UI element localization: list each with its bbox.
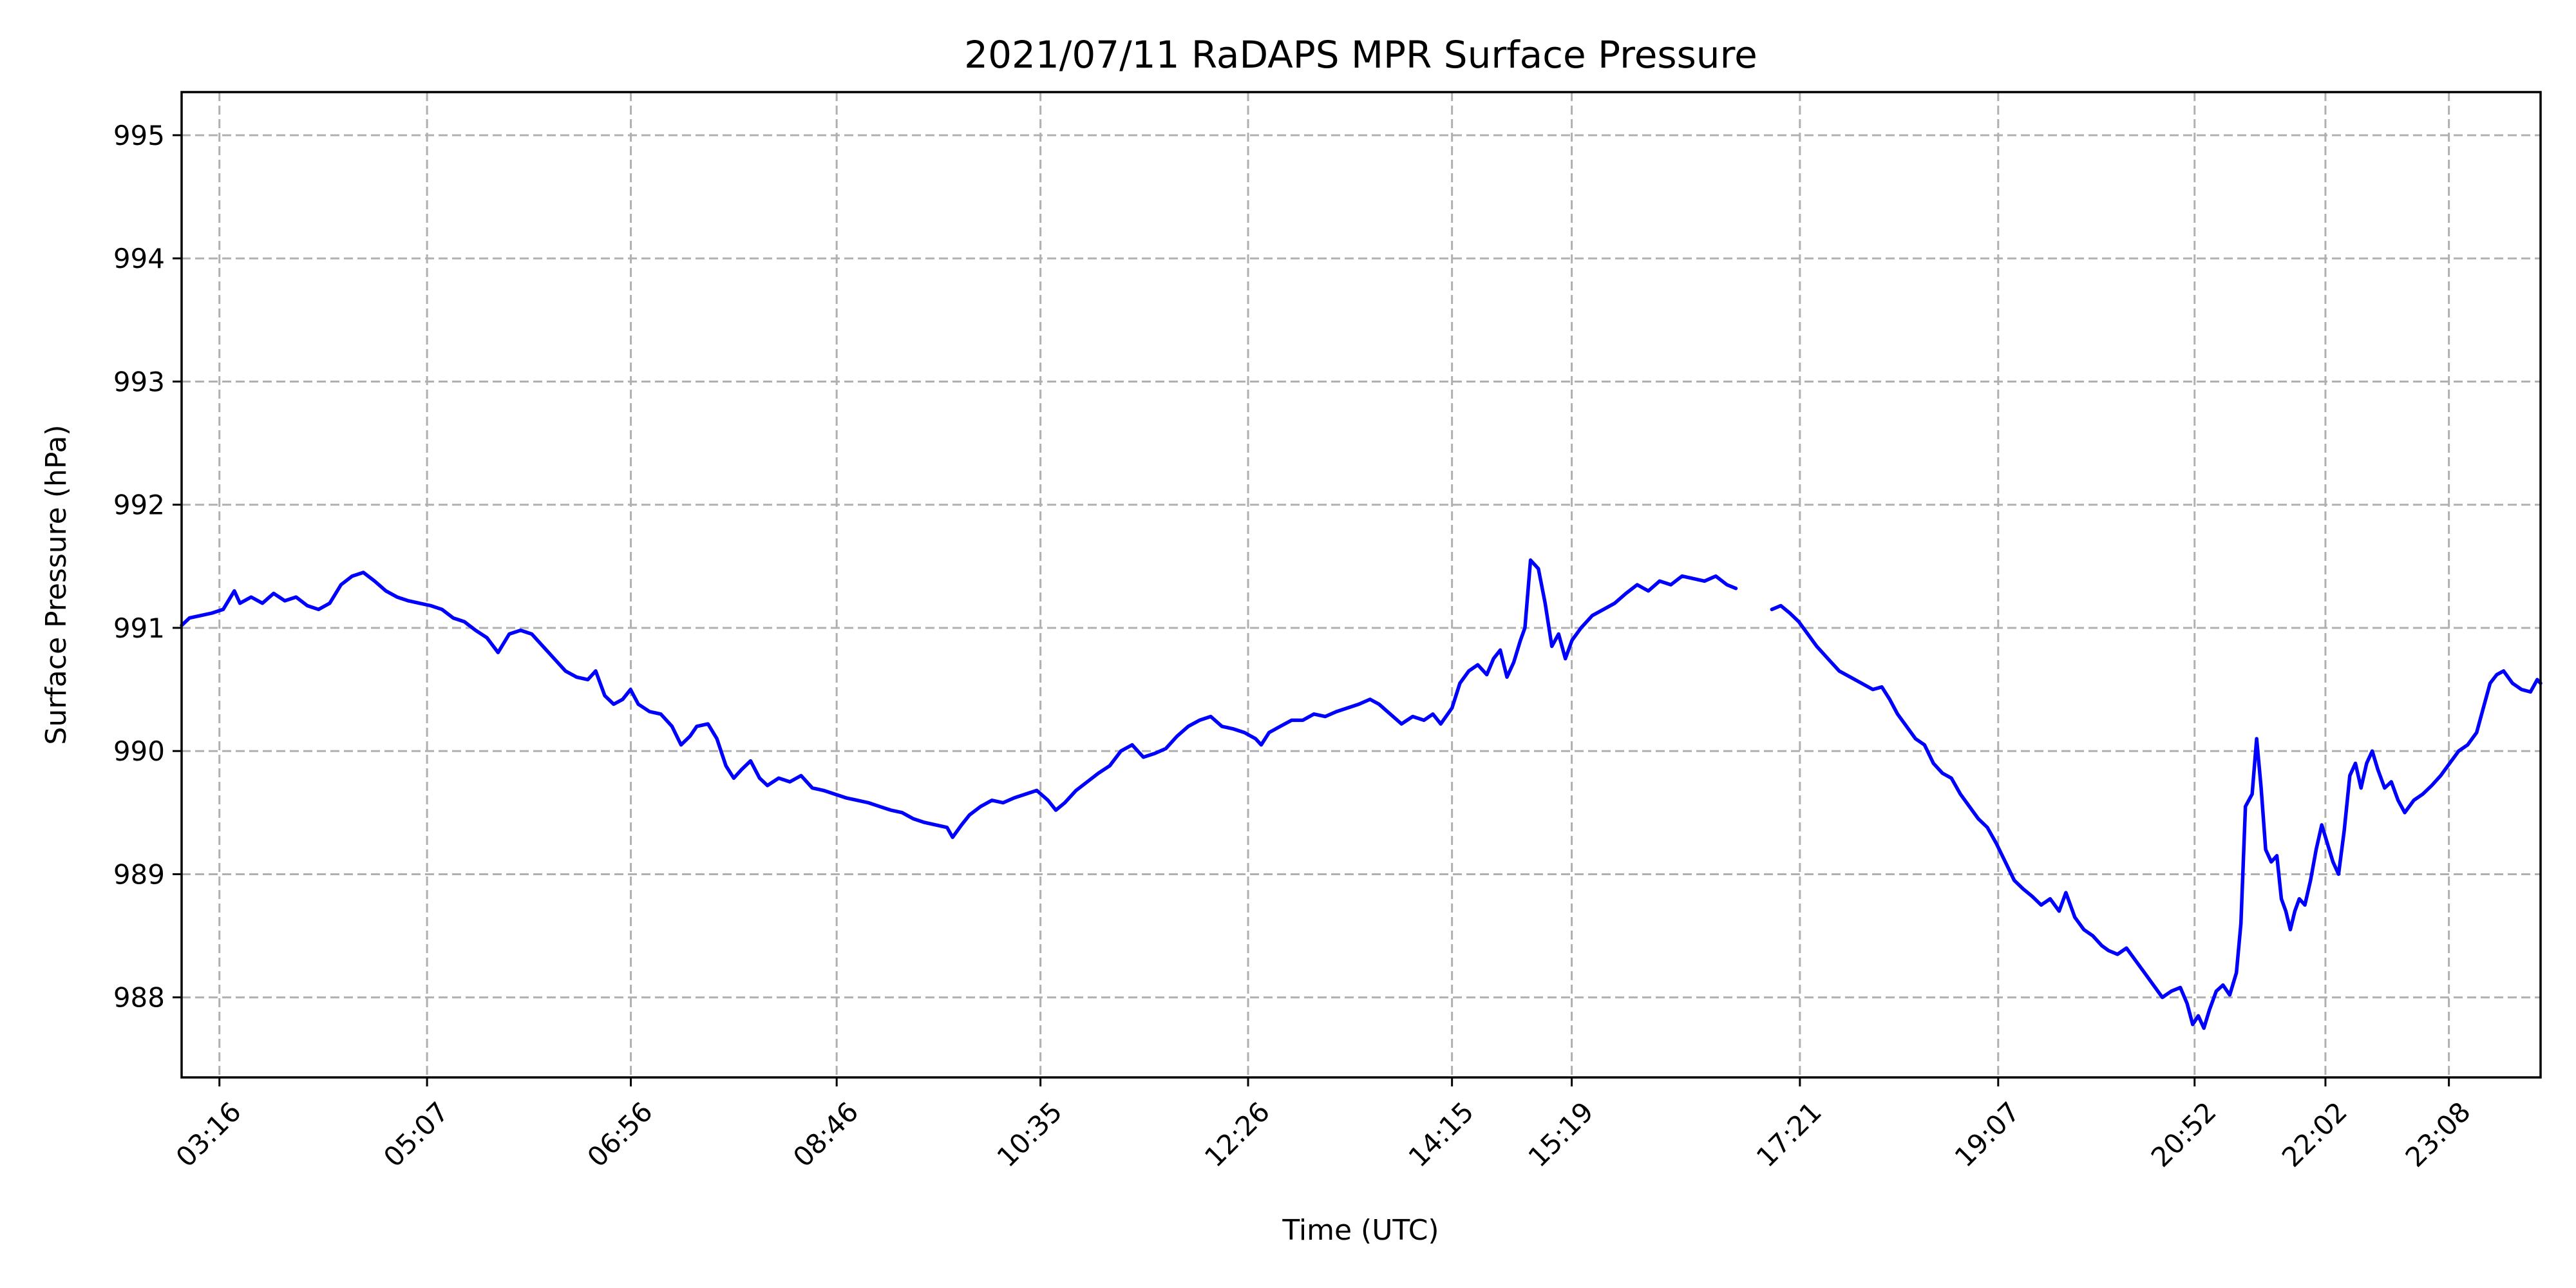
series-layer (180, 558, 2543, 1030)
pressure-line-segment (180, 558, 1738, 839)
y-tick-label: 995 (113, 120, 165, 151)
y-tick-label: 991 (113, 612, 165, 644)
chart-title: 2021/07/11 RaDAPS MPR Surface Pressure (964, 33, 1757, 77)
grid (182, 92, 2541, 1077)
y-tick-label: 990 (113, 735, 165, 767)
y-axis-label: Surface Pressure (hPa) (40, 424, 73, 744)
y-tick-label: 994 (113, 243, 165, 274)
y-tick-label: 988 (113, 982, 165, 1014)
y-tick-label: 993 (113, 366, 165, 397)
y-tick-label: 989 (113, 858, 165, 890)
x-axis-label: Time (UTC) (1282, 1214, 1439, 1247)
pressure-line-segment (1770, 603, 2543, 1030)
y-tick-label: 992 (113, 489, 165, 521)
plot-frame (180, 91, 2542, 1079)
